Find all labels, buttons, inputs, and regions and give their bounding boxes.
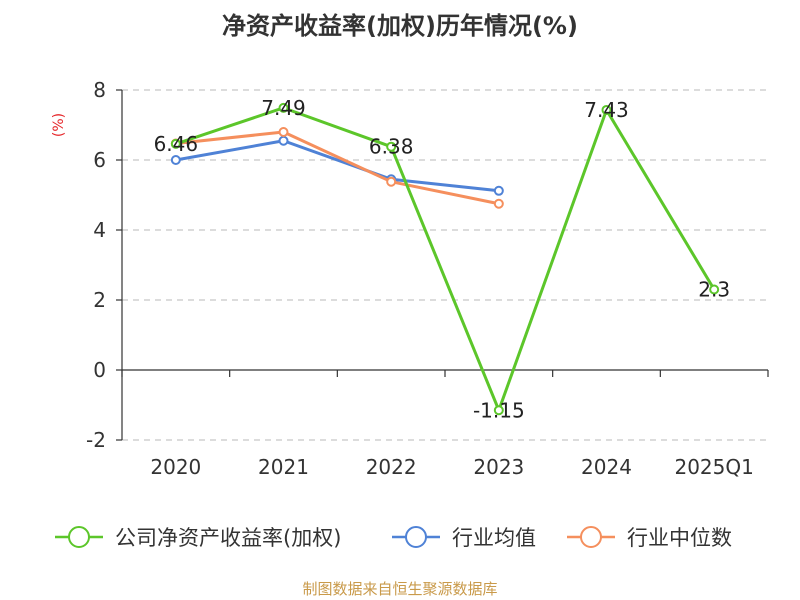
data-point-0-3[interactable] [493, 405, 504, 416]
y-tick-label: 2 [93, 288, 106, 312]
x-tick-label: 2020 [150, 455, 201, 479]
data-label-2: 6.38 [369, 135, 414, 159]
y-tick-label: 8 [93, 78, 106, 102]
data-label-5: 2.3 [698, 278, 730, 302]
legend-marker-0[interactable] [68, 526, 90, 548]
y-tick-label: 0 [93, 358, 106, 382]
legend[interactable]: 公司净资产收益率(加权) 行业均值 行业中位数 [55, 526, 732, 550]
x-tick-label: 2025Q1 [674, 455, 753, 479]
data-point-0-0[interactable] [170, 138, 181, 149]
series-lines [170, 102, 720, 416]
data-label-1: 7.49 [261, 96, 306, 120]
data-point-2-1[interactable] [278, 127, 289, 137]
series-line-0 [175, 106, 716, 412]
legend-marker-2[interactable] [580, 526, 602, 548]
y-tick-label: 4 [93, 218, 106, 242]
grid-lines [122, 89, 768, 441]
y-axis-label: (%) [51, 113, 67, 137]
y-tick-label: -2 [86, 428, 106, 452]
data-label-3: -1.15 [473, 398, 525, 422]
legend-label-2[interactable]: 行业中位数 [627, 526, 732, 550]
data-labels: 6.46 7.49 6.38 -1.15 7.43 2.3 [154, 96, 731, 422]
data-point-0-2[interactable] [386, 141, 397, 152]
x-tick-label: 2024 [581, 455, 632, 479]
data-label-4: 7.43 [584, 98, 629, 122]
data-label-0: 6.46 [154, 132, 199, 156]
axes: -2 0 2 4 6 8 2020 2021 2022 2023 2024 2025Q1 [86, 78, 769, 479]
x-tick-label: 2022 [366, 455, 417, 479]
series-line-2 [175, 130, 500, 206]
data-point-1-1[interactable] [278, 135, 289, 146]
data-point-0-1[interactable] [278, 102, 289, 113]
legend-marker-1[interactable] [405, 526, 427, 548]
series-line-1 [175, 139, 499, 193]
x-tick-label: 2021 [258, 455, 309, 479]
y-tick-label: 6 [93, 148, 106, 172]
data-point-0-4[interactable] [601, 104, 612, 115]
data-point-2-2[interactable] [386, 176, 397, 187]
data-point-0-5[interactable] [709, 284, 720, 295]
chart-title: 净资产收益率(加权)历年情况(%) [222, 12, 578, 40]
legend-label-1[interactable]: 行业均值 [452, 526, 536, 550]
x-tick-label: 2023 [473, 455, 524, 479]
source-note: 制图数据来自恒生聚源数据库 [302, 580, 497, 598]
data-point-2-3[interactable] [493, 198, 504, 209]
data-point-1-3[interactable] [493, 185, 504, 196]
legend-label-0[interactable]: 公司净资产收益率(加权) [115, 526, 341, 550]
data-point-1-0[interactable] [170, 155, 181, 165]
